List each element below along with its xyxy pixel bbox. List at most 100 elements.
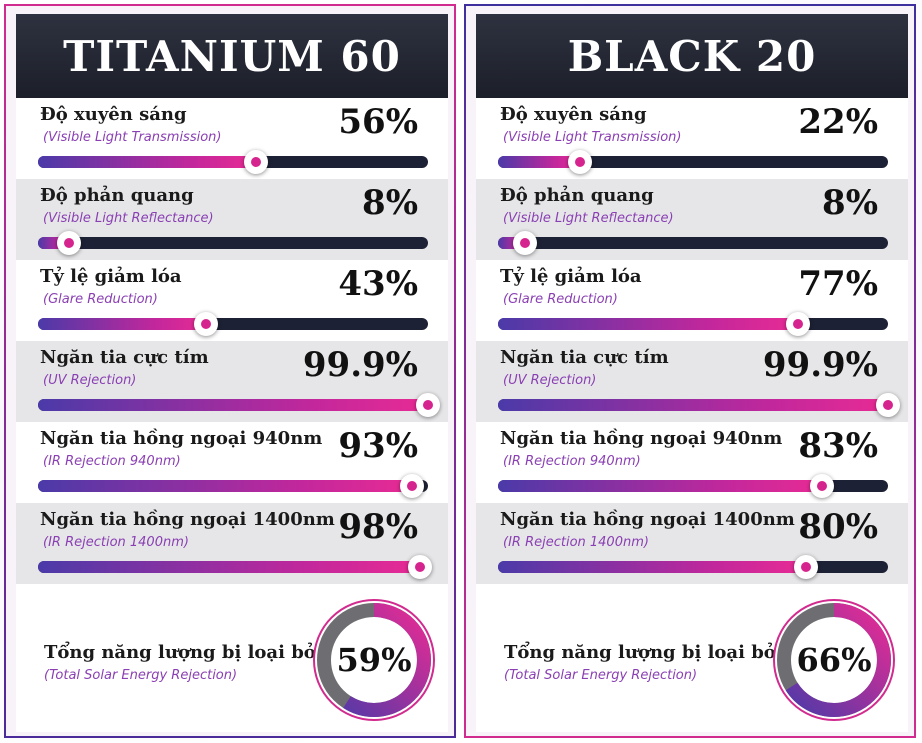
ring-outer-border <box>313 599 435 721</box>
metric-sublabel: (UV Rejection) <box>503 373 597 388</box>
metric-label: Ngăn tia cực tím <box>40 347 209 368</box>
metric-row-vlt: Độ xuyên sáng (Visible Light Transmissio… <box>476 98 908 179</box>
black-20-panel: BLACK 20 Độ xuyên sáng (Visible Light Tr… <box>464 4 916 738</box>
ring-arc <box>317 603 431 717</box>
metric-sublabel: (UV Rejection) <box>43 373 137 388</box>
metric-label: Độ xuyên sáng <box>500 104 647 125</box>
metric-value: 80% <box>798 507 878 547</box>
metric-sublabel: (Glare Reduction) <box>43 292 158 307</box>
titanium-60-panel: TITANIUM 60 Độ xuyên sáng (Visible Light… <box>4 4 456 738</box>
panel-header: TITANIUM 60 <box>16 14 448 98</box>
metric-row-ir940: Ngăn tia hồng ngoại 940nm (IR Rejection … <box>476 422 908 503</box>
metric-label: Độ phản quang <box>500 185 654 206</box>
metric-slider-track <box>38 231 428 255</box>
metric-slider-fill <box>38 480 413 492</box>
metric-value: 98% <box>338 507 418 547</box>
metric-slider-track <box>38 312 428 336</box>
metric-slider-track <box>498 150 888 174</box>
metric-label: Độ phản quang <box>40 185 194 206</box>
metric-slider-knob <box>193 312 218 336</box>
metric-row-uv: Ngăn tia cực tím (UV Rejection) 99.9% <box>16 341 448 422</box>
metric-row-glare: Tỷ lệ giảm lóa (Glare Reduction) 77% <box>476 260 908 341</box>
metric-slider-knob <box>57 231 82 255</box>
total-value: 59% <box>336 641 412 679</box>
metric-value: 99.9% <box>762 345 878 385</box>
metric-slider-fill <box>498 399 888 411</box>
metric-value: 43% <box>338 264 418 304</box>
metric-sublabel: (IR Rejection 940nm) <box>503 454 641 469</box>
metric-slider-knob <box>809 474 834 498</box>
metric-slider-fill <box>498 561 807 573</box>
metric-slider-track <box>38 474 428 498</box>
metric-label: Ngăn tia cực tím <box>500 347 669 368</box>
metric-slider-track <box>498 312 888 336</box>
metric-label: Ngăn tia hồng ngoại 940nm <box>500 428 783 449</box>
metric-slider-fill <box>38 561 421 573</box>
total-label: Tổng năng lượng bị loại bỏ <box>44 642 316 663</box>
metric-value: 8% <box>822 183 878 223</box>
metric-sublabel: (IR Rejection 940nm) <box>43 454 181 469</box>
metric-label: Độ xuyên sáng <box>40 104 187 125</box>
metric-slider-fill <box>38 399 428 411</box>
metric-list: Độ xuyên sáng (Visible Light Transmissio… <box>16 98 448 584</box>
metric-label: Tỷ lệ giảm lóa <box>40 266 182 287</box>
metric-row-vlr: Độ phản quang (Visible Light Reflectance… <box>476 179 908 260</box>
metric-slider-knob <box>415 393 440 417</box>
metric-slider-fill <box>498 156 580 168</box>
metric-value: 77% <box>798 264 878 304</box>
metric-slider-knob <box>400 474 425 498</box>
total-ring-gauge: 66% <box>772 598 896 722</box>
metric-row-ir940: Ngăn tia hồng ngoại 940nm (IR Rejection … <box>16 422 448 503</box>
metric-value: 56% <box>338 102 418 142</box>
metric-row-ir1400: Ngăn tia hồng ngoại 1400nm (IR Rejection… <box>16 503 448 584</box>
metric-slider-track <box>498 393 900 417</box>
metric-sublabel: (Visible Light Transmission) <box>43 130 222 145</box>
panel-title: TITANIUM 60 <box>63 31 401 81</box>
metric-slider-track <box>38 150 428 174</box>
metric-slider-knob <box>244 150 269 174</box>
ring-center <box>332 618 416 702</box>
total-ring-gauge: 59% <box>312 598 436 722</box>
metric-row-vlr: Độ phản quang (Visible Light Reflectance… <box>16 179 448 260</box>
metric-label: Ngăn tia hồng ngoại 1400nm <box>500 509 795 530</box>
metric-label: Ngăn tia hồng ngoại 1400nm <box>40 509 335 530</box>
metric-row-glare: Tỷ lệ giảm lóa (Glare Reduction) 43% <box>16 260 448 341</box>
metric-label: Ngăn tia hồng ngoại 940nm <box>40 428 323 449</box>
metric-slider-track <box>498 474 888 498</box>
ring-center <box>792 618 876 702</box>
metric-value: 83% <box>798 426 878 466</box>
total-energy-section: Tổng năng lượng bị loại bỏ (Total Solar … <box>476 584 908 732</box>
metric-row-uv: Ngăn tia cực tím (UV Rejection) 99.9% <box>476 341 908 422</box>
total-value: 66% <box>796 641 872 679</box>
metric-sublabel: (Visible Light Transmission) <box>503 130 682 145</box>
metric-slider-fill <box>498 480 822 492</box>
panel-header: BLACK 20 <box>476 14 908 98</box>
total-sublabel: (Total Solar Energy Rejection) <box>504 668 698 683</box>
ring-gauge-svg <box>773 599 895 721</box>
metric-row-vlt: Độ xuyên sáng (Visible Light Transmissio… <box>16 98 448 179</box>
metric-sublabel: (Visible Light Reflectance) <box>43 211 214 226</box>
metric-slider-knob <box>786 312 811 336</box>
metric-slider-track <box>498 231 888 255</box>
metric-slider-fill <box>38 156 257 168</box>
ring-outer-border <box>773 599 895 721</box>
metric-slider-track <box>38 555 433 579</box>
metric-slider-fill <box>38 318 206 330</box>
metric-slider-knob <box>408 555 433 579</box>
total-label: Tổng năng lượng bị loại bỏ <box>504 642 776 663</box>
metric-value: 8% <box>362 183 418 223</box>
metric-slider-knob <box>567 150 592 174</box>
ring-gauge-svg <box>313 599 435 721</box>
metric-row-ir1400: Ngăn tia hồng ngoại 1400nm (IR Rejection… <box>476 503 908 584</box>
metric-sublabel: (IR Rejection 1400nm) <box>43 535 189 550</box>
metric-slider-knob <box>875 393 900 417</box>
metric-slider-knob <box>513 231 538 255</box>
ring-arc <box>777 603 891 717</box>
metric-slider-knob <box>794 555 819 579</box>
metric-sublabel: (IR Rejection 1400nm) <box>503 535 649 550</box>
metric-slider-track <box>38 393 440 417</box>
metric-value: 22% <box>798 102 878 142</box>
metric-slider-track <box>498 555 888 579</box>
panel-title: BLACK 20 <box>567 31 817 81</box>
metric-label: Tỷ lệ giảm lóa <box>500 266 642 287</box>
